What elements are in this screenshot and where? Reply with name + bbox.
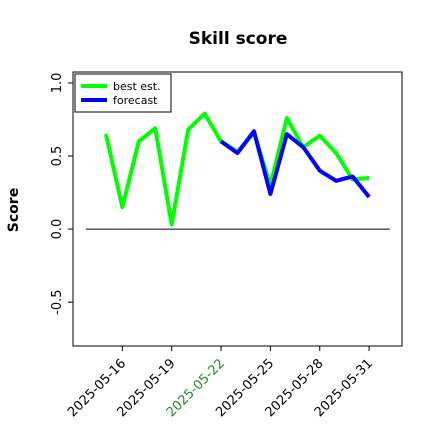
y-tick-label: -0.5 xyxy=(50,289,65,314)
series-line xyxy=(219,129,371,199)
plot-frame xyxy=(72,71,403,347)
y-axis-label: Score xyxy=(6,188,22,232)
y-tick-label: 0.0 xyxy=(50,219,65,240)
legend-label: forecast xyxy=(113,94,158,107)
legend-box xyxy=(74,73,172,113)
y-tick-label: 1.0 xyxy=(50,73,65,94)
y-tick-label: 0.5 xyxy=(50,146,65,167)
legend-label: best est. xyxy=(113,80,161,93)
chart-title: Skill score xyxy=(189,29,288,49)
series-line xyxy=(103,111,370,227)
